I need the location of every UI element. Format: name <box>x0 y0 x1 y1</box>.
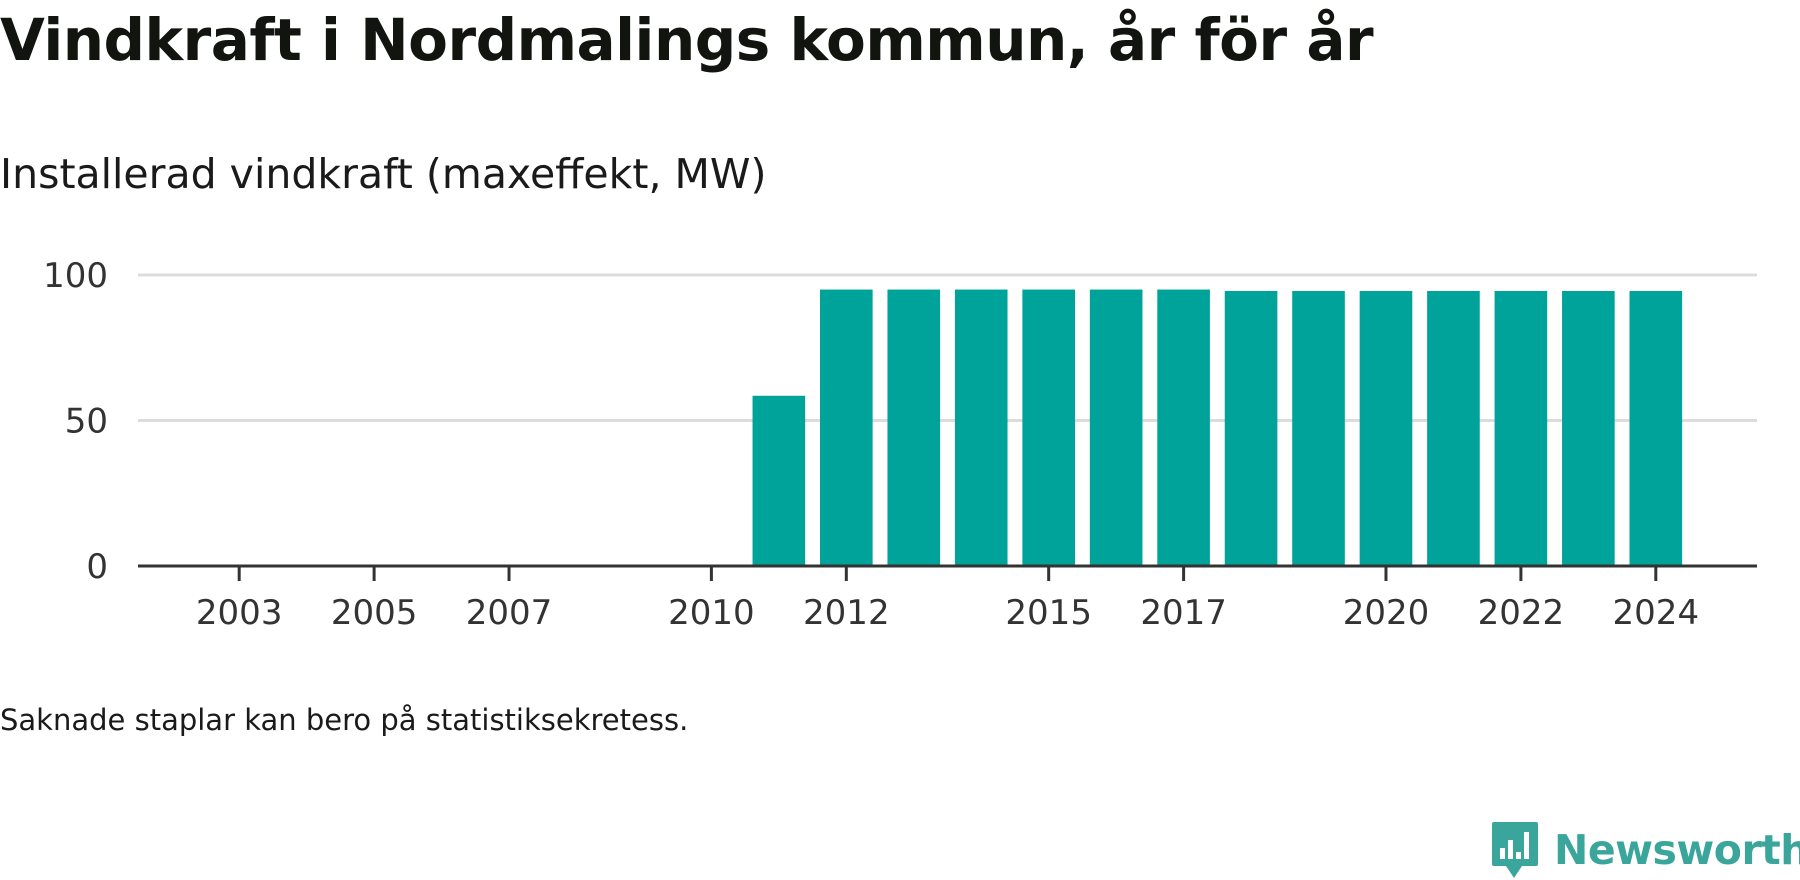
x-tick-label: 2020 <box>1343 593 1430 633</box>
bar <box>1224 291 1278 566</box>
y-axis-ticks: 0 50 100 <box>43 256 108 587</box>
newsworthy-logo-icon <box>1492 822 1538 878</box>
bar <box>887 289 941 566</box>
brand-name: Newsworthy <box>1554 826 1800 874</box>
x-tick-label: 2005 <box>331 593 418 633</box>
bar <box>954 289 1008 566</box>
bar <box>820 289 873 566</box>
bars <box>752 289 1683 566</box>
y-tick-label: 50 <box>65 402 108 442</box>
x-tick-label: 2022 <box>1478 593 1565 633</box>
x-tick-label: 2024 <box>1613 593 1700 633</box>
x-tick-label: 2012 <box>803 593 890 633</box>
y-tick-label: 100 <box>43 256 108 296</box>
chart-title: Vindkraft i Nordmalings kommun, år för å… <box>0 6 1374 74</box>
gridlines <box>138 273 1757 422</box>
bar <box>1562 291 1615 566</box>
chart-subtitle: Installerad vindkraft (maxeffekt, MW) <box>0 150 767 198</box>
x-tick-label: 2003 <box>196 593 283 633</box>
x-tick-label: 2017 <box>1140 593 1227 633</box>
bar <box>1022 289 1075 566</box>
bar <box>1359 291 1413 566</box>
x-tick-label: 2015 <box>1005 593 1092 633</box>
bar <box>1494 291 1548 566</box>
x-tick-label: 2007 <box>466 593 553 633</box>
brand-logo[interactable]: Newsworthy <box>1490 820 1800 880</box>
bar <box>752 395 806 566</box>
bar <box>1629 291 1683 566</box>
x-tick-label: 2010 <box>668 593 755 633</box>
x-axis-ticks: 2003 2005 2007 2010 2012 2015 2017 2020 2022 2024 <box>138 564 1757 633</box>
bar <box>1089 289 1143 566</box>
footnote: Saknade staplar kan bero på statistiksek… <box>0 703 689 737</box>
y-tick-label: 0 <box>86 547 108 587</box>
bar <box>1292 291 1345 566</box>
bar <box>1427 291 1480 566</box>
bar <box>1157 289 1210 566</box>
